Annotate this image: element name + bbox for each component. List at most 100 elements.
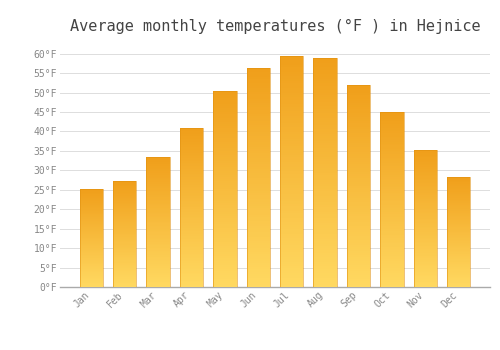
Bar [347, 154, 370, 155]
Bar [113, 215, 136, 216]
Bar [447, 199, 470, 200]
Bar [146, 183, 170, 184]
Bar [213, 108, 236, 110]
Bar [380, 116, 404, 117]
Bar [213, 281, 236, 283]
Bar [414, 176, 437, 177]
Bar [447, 195, 470, 196]
Bar [246, 188, 270, 191]
Bar [314, 122, 337, 125]
Bar [246, 162, 270, 164]
Bar [146, 186, 170, 187]
Bar [113, 265, 136, 266]
Bar [146, 222, 170, 223]
Bar [414, 215, 437, 216]
Bar [180, 220, 203, 222]
Bar [180, 247, 203, 249]
Bar [380, 285, 404, 287]
Bar [280, 252, 303, 254]
Bar [180, 174, 203, 175]
Bar [414, 199, 437, 201]
Bar [246, 116, 270, 118]
Bar [180, 155, 203, 156]
Bar [246, 105, 270, 107]
Bar [414, 227, 437, 228]
Bar [113, 183, 136, 184]
Bar [80, 238, 103, 239]
Bar [280, 254, 303, 257]
Bar [146, 235, 170, 236]
Bar [146, 234, 170, 235]
Bar [246, 103, 270, 105]
Bar [414, 195, 437, 197]
Bar [146, 258, 170, 260]
Bar [447, 253, 470, 254]
Bar [246, 259, 270, 261]
Bar [347, 279, 370, 281]
Bar [314, 255, 337, 257]
Bar [447, 274, 470, 275]
Bar [113, 245, 136, 246]
Bar [314, 282, 337, 285]
Bar [113, 261, 136, 262]
Bar [146, 245, 170, 247]
Bar [314, 180, 337, 182]
Bar [347, 111, 370, 113]
Bar [213, 91, 236, 287]
Bar [246, 232, 270, 234]
Bar [80, 209, 103, 210]
Bar [380, 152, 404, 154]
Bar [213, 214, 236, 216]
Bar [447, 226, 470, 228]
Bar [246, 217, 270, 219]
Bar [347, 216, 370, 218]
Bar [280, 268, 303, 271]
Bar [146, 223, 170, 225]
Bar [314, 223, 337, 225]
Bar [180, 127, 203, 129]
Bar [80, 283, 103, 284]
Bar [380, 117, 404, 119]
Bar [347, 160, 370, 162]
Bar [314, 253, 337, 255]
Bar [347, 152, 370, 154]
Bar [314, 63, 337, 65]
Bar [447, 206, 470, 208]
Bar [447, 233, 470, 234]
Bar [180, 178, 203, 180]
Bar [280, 185, 303, 188]
Bar [347, 218, 370, 220]
Bar [447, 278, 470, 279]
Bar [146, 231, 170, 232]
Bar [447, 281, 470, 282]
Bar [314, 125, 337, 127]
Bar [146, 227, 170, 229]
Bar [113, 219, 136, 220]
Bar [280, 275, 303, 278]
Bar [213, 134, 236, 136]
Bar [280, 70, 303, 72]
Bar [246, 215, 270, 217]
Bar [113, 230, 136, 231]
Bar [380, 210, 404, 212]
Bar [314, 77, 337, 79]
Bar [213, 204, 236, 206]
Bar [347, 226, 370, 228]
Bar [213, 283, 236, 285]
Bar [246, 169, 270, 171]
Bar [113, 276, 136, 278]
Bar [414, 201, 437, 202]
Bar [280, 176, 303, 178]
Bar [180, 265, 203, 266]
Bar [246, 112, 270, 114]
Bar [380, 164, 404, 166]
Bar [314, 241, 337, 244]
Bar [414, 203, 437, 205]
Bar [80, 229, 103, 230]
Bar [380, 184, 404, 186]
Bar [380, 208, 404, 210]
Bar [447, 257, 470, 258]
Bar [380, 233, 404, 234]
Bar [80, 217, 103, 218]
Bar [280, 171, 303, 174]
